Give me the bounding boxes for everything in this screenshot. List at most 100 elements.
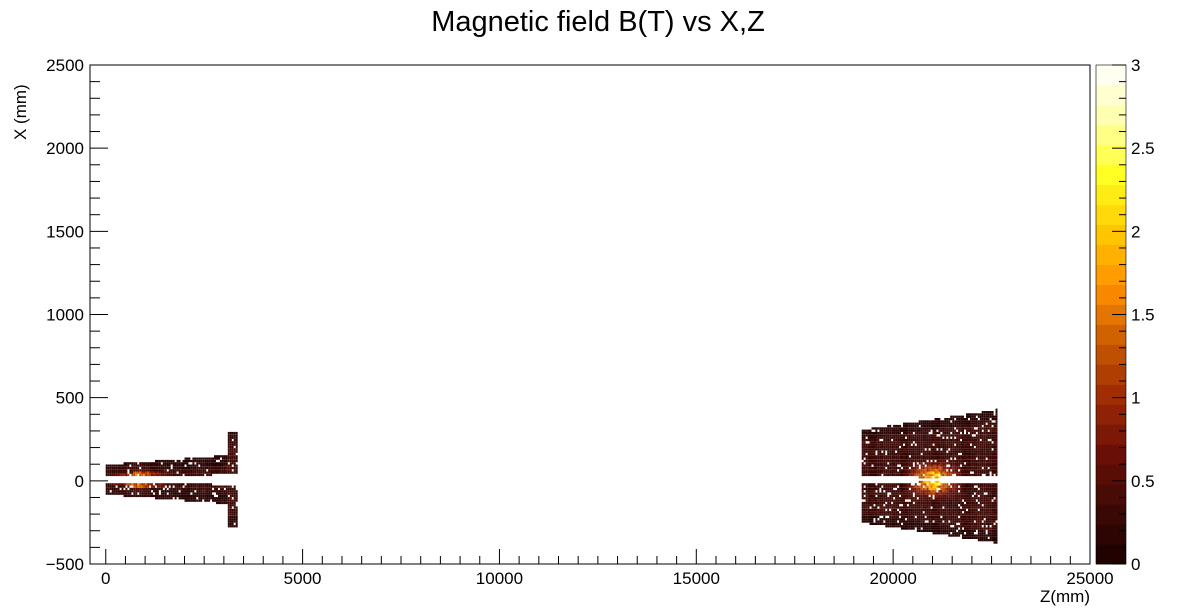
heatmap-cell bbox=[204, 464, 207, 467]
heatmap-cell bbox=[924, 487, 927, 491]
heatmap-cell bbox=[948, 441, 951, 444]
heatmap-cell bbox=[969, 455, 972, 458]
heatmap-cell bbox=[906, 455, 909, 458]
heatmap-cell bbox=[889, 518, 892, 521]
heatmap-cell bbox=[936, 527, 939, 530]
heatmap-cell bbox=[891, 490, 894, 493]
heatmap-cell bbox=[952, 448, 955, 451]
heatmap-cell bbox=[912, 525, 915, 528]
heatmap-cell bbox=[879, 457, 882, 460]
heatmap-cell bbox=[922, 515, 925, 519]
heatmap-cell bbox=[932, 473, 935, 477]
heatmap-cell bbox=[922, 522, 925, 525]
heatmap-cell bbox=[164, 459, 167, 463]
heatmap-cell bbox=[879, 506, 882, 509]
heatmap-cell bbox=[903, 438, 905, 442]
heatmap-cell bbox=[233, 525, 236, 528]
heatmap-cell bbox=[960, 501, 963, 505]
heatmap-cell bbox=[944, 431, 947, 435]
heatmap-cell bbox=[942, 438, 945, 442]
heatmap-cell bbox=[985, 527, 988, 530]
heatmap-cell bbox=[885, 483, 888, 486]
heatmap-cell bbox=[920, 459, 923, 463]
heatmap-cell bbox=[871, 469, 874, 472]
heatmap-cell bbox=[162, 490, 165, 493]
heatmap-cell bbox=[200, 457, 203, 460]
heatmap-cell bbox=[973, 511, 976, 514]
heatmap-cell bbox=[977, 469, 980, 472]
heatmap-cell bbox=[934, 469, 937, 472]
heatmap-cell bbox=[962, 487, 964, 491]
heatmap-cell bbox=[987, 427, 990, 430]
heatmap-cell bbox=[914, 494, 917, 498]
heatmap-cell bbox=[916, 424, 919, 428]
heatmap-cell bbox=[881, 490, 884, 493]
heatmap-cell bbox=[221, 497, 224, 500]
heatmap-cell bbox=[901, 452, 903, 456]
heatmap-cell bbox=[928, 527, 931, 530]
heatmap-cell bbox=[903, 429, 905, 432]
heatmap-cell bbox=[204, 490, 207, 493]
heatmap-cell bbox=[865, 511, 868, 514]
heatmap-cell bbox=[897, 431, 900, 435]
heatmap-cell bbox=[991, 450, 994, 453]
heatmap-cell bbox=[969, 452, 972, 456]
heatmap-cell bbox=[219, 464, 222, 467]
heatmap-cell bbox=[889, 448, 892, 451]
heatmap-cell bbox=[229, 515, 232, 519]
heatmap-cell bbox=[145, 492, 148, 495]
heatmap-cell bbox=[987, 448, 990, 451]
heatmap-cell bbox=[954, 522, 957, 525]
heatmap-cell bbox=[905, 483, 907, 486]
heatmap-cell bbox=[221, 492, 224, 495]
heatmap-cell bbox=[908, 504, 911, 507]
heatmap-cell bbox=[930, 497, 933, 500]
heatmap-cell bbox=[908, 520, 911, 523]
heatmap-cell bbox=[180, 473, 183, 477]
heatmap-cell bbox=[227, 490, 230, 493]
heatmap-cell bbox=[989, 485, 992, 488]
heatmap-cell bbox=[901, 501, 903, 505]
heatmap-cell bbox=[133, 471, 136, 474]
heatmap-cell bbox=[979, 473, 982, 477]
heatmap-cell bbox=[227, 506, 230, 509]
heatmap-cell bbox=[979, 487, 982, 491]
heatmap-cell bbox=[901, 508, 903, 512]
heatmap-cell bbox=[934, 487, 937, 491]
heatmap-cell bbox=[995, 415, 998, 418]
heatmap-cell bbox=[962, 513, 964, 516]
heatmap-cell bbox=[914, 462, 917, 465]
heatmap-cell bbox=[883, 459, 886, 463]
heatmap-cell bbox=[930, 492, 933, 495]
heatmap-cell bbox=[875, 487, 878, 491]
y-tick-label: 500 bbox=[56, 389, 84, 408]
heatmap-cell bbox=[899, 441, 902, 444]
heatmap-cell bbox=[938, 506, 941, 509]
heatmap-cell bbox=[926, 527, 929, 530]
heatmap-cell bbox=[119, 492, 122, 495]
heatmap-cell bbox=[153, 490, 155, 493]
heatmap-cell bbox=[958, 532, 961, 535]
heatmap-cell bbox=[950, 501, 953, 505]
heatmap-cell bbox=[968, 452, 970, 456]
heatmap-cell bbox=[139, 492, 142, 495]
heatmap-cell bbox=[924, 429, 927, 432]
heatmap-cell bbox=[899, 490, 902, 493]
heatmap-cell bbox=[200, 459, 203, 463]
heatmap-cell bbox=[973, 459, 976, 463]
heatmap-cell bbox=[895, 452, 898, 456]
heatmap-cell bbox=[985, 534, 988, 537]
heatmap-cell bbox=[962, 534, 964, 537]
heatmap-cell bbox=[903, 520, 905, 523]
heatmap-cell bbox=[946, 448, 949, 451]
heatmap-cell bbox=[229, 448, 232, 451]
heatmap-cell bbox=[184, 462, 187, 465]
heatmap-cell bbox=[229, 462, 232, 465]
heatmap-cell bbox=[225, 459, 228, 463]
heatmap-cell bbox=[225, 492, 228, 495]
heatmap-cell bbox=[966, 527, 968, 530]
heatmap-cell bbox=[129, 462, 132, 465]
heatmap-cell bbox=[926, 525, 929, 528]
heatmap-cell bbox=[867, 473, 870, 477]
heatmap-cell bbox=[946, 462, 949, 465]
